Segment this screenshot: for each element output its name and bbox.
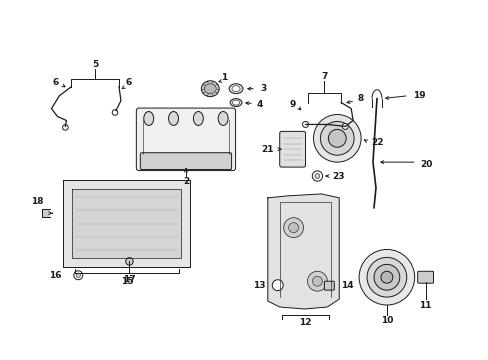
Text: 7: 7 (321, 72, 327, 81)
Text: 16: 16 (49, 271, 61, 280)
Circle shape (76, 273, 81, 278)
Text: 3: 3 (259, 84, 265, 93)
Text: 6: 6 (125, 78, 132, 87)
Text: 17: 17 (123, 275, 136, 284)
Ellipse shape (232, 100, 239, 105)
Circle shape (313, 114, 360, 162)
Text: 13: 13 (253, 281, 265, 290)
Ellipse shape (218, 112, 228, 125)
FancyBboxPatch shape (417, 271, 433, 283)
Circle shape (288, 223, 298, 233)
Text: 2: 2 (183, 177, 189, 186)
Text: 21: 21 (261, 145, 273, 154)
Circle shape (373, 264, 399, 290)
Circle shape (125, 258, 133, 265)
Circle shape (74, 271, 82, 280)
Text: 9: 9 (288, 100, 295, 109)
Polygon shape (41, 209, 49, 217)
Circle shape (312, 276, 322, 286)
Text: 23: 23 (332, 171, 344, 180)
Text: 20: 20 (420, 159, 432, 168)
Ellipse shape (232, 86, 240, 92)
Ellipse shape (168, 112, 178, 125)
Circle shape (312, 171, 322, 181)
Circle shape (380, 271, 392, 283)
Polygon shape (63, 180, 190, 267)
Text: 14: 14 (341, 281, 353, 290)
FancyBboxPatch shape (136, 108, 235, 171)
Circle shape (314, 174, 319, 179)
Text: 8: 8 (356, 94, 363, 103)
Text: 18: 18 (31, 197, 44, 206)
Circle shape (283, 218, 303, 238)
Circle shape (112, 110, 118, 115)
Circle shape (366, 257, 406, 297)
Text: 12: 12 (299, 318, 311, 327)
Circle shape (302, 121, 308, 127)
Text: 22: 22 (370, 138, 383, 147)
Ellipse shape (229, 84, 243, 94)
FancyBboxPatch shape (324, 281, 334, 290)
Text: 6: 6 (52, 78, 59, 87)
Ellipse shape (201, 81, 219, 96)
Circle shape (62, 125, 68, 130)
Circle shape (307, 271, 326, 291)
Polygon shape (267, 194, 339, 309)
Text: 15: 15 (121, 277, 133, 286)
Text: 10: 10 (380, 316, 392, 325)
Ellipse shape (204, 84, 216, 94)
Text: 11: 11 (419, 301, 431, 310)
Text: 5: 5 (92, 60, 98, 69)
Ellipse shape (230, 99, 242, 107)
Circle shape (272, 280, 283, 291)
Circle shape (327, 129, 346, 147)
Ellipse shape (193, 112, 203, 125)
Circle shape (342, 123, 347, 129)
Polygon shape (72, 189, 181, 258)
Circle shape (320, 121, 353, 155)
Text: 1: 1 (221, 73, 227, 82)
Ellipse shape (143, 112, 153, 125)
Text: 4: 4 (256, 100, 263, 109)
FancyBboxPatch shape (140, 153, 231, 170)
FancyBboxPatch shape (279, 131, 305, 167)
Circle shape (358, 249, 414, 305)
Text: 19: 19 (412, 91, 425, 100)
